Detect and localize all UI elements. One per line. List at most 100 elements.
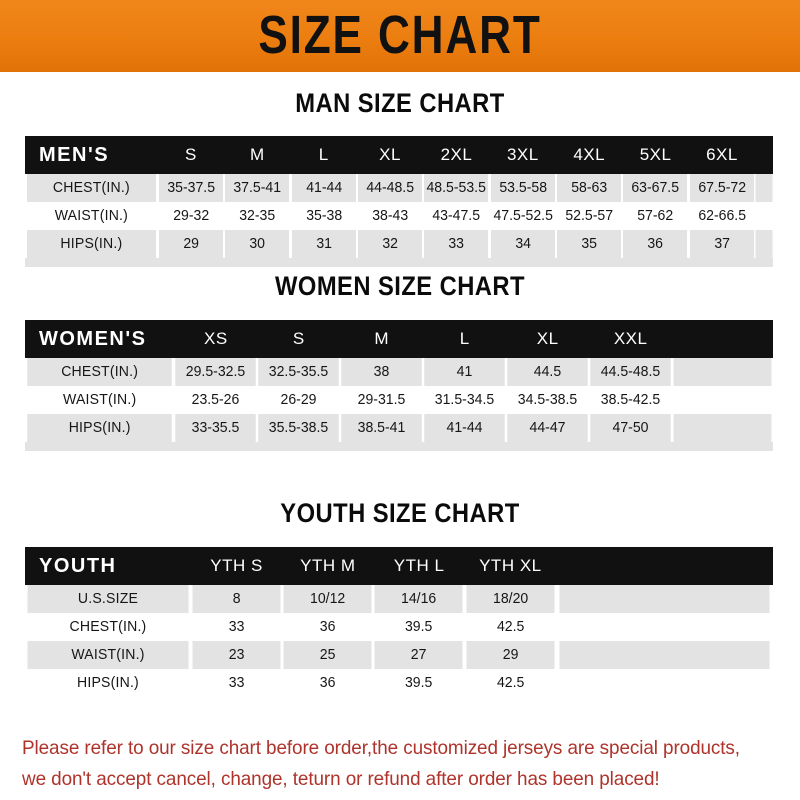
table-cell: 57-62: [623, 202, 688, 230]
banner: SIZE CHART: [0, 0, 800, 72]
man-table-bottom-strip: [25, 258, 773, 267]
table-row: HIPS(IN.) 29 30 31 32 33 34 35 36 37: [25, 230, 773, 258]
man-row-filler: [755, 202, 773, 230]
man-corner-label: MEN'S: [25, 136, 158, 174]
table-cell: 44.5-48.5: [590, 358, 671, 386]
women-size-header: M: [340, 320, 424, 358]
youth-row-label: WAIST(IN.): [27, 641, 189, 669]
table-cell: 10/12: [283, 585, 373, 613]
table-cell: 31.5-34.5: [424, 386, 505, 414]
man-size-header: 6XL: [688, 136, 756, 174]
youth-row-filler: [559, 613, 770, 641]
youth-row-filler: [559, 669, 770, 697]
table-row: CHEST(IN.) 29.5-32.5 32.5-35.5 38 41 44.5 44.5…: [25, 358, 773, 386]
table-cell: 43-47.5: [424, 202, 489, 230]
table-cell: 62-66.5: [689, 202, 755, 230]
women-row-filler: [673, 414, 772, 442]
man-size-header: 3XL: [489, 136, 556, 174]
table-cell: 27: [374, 641, 464, 669]
table-cell: 33: [192, 613, 281, 641]
table-cell: 47-50: [590, 414, 671, 442]
table-cell: 42.5: [466, 669, 555, 697]
table-cell: 32: [357, 230, 423, 258]
table-row: WAIST(IN.) 23 25 27 29: [25, 641, 773, 669]
table-cell: 32.5-35.5: [258, 358, 340, 386]
table-cell: 44.5: [507, 358, 588, 386]
table-cell: 41-44: [424, 414, 505, 442]
youth-row-filler: [559, 641, 770, 669]
man-size-header: 2XL: [423, 136, 490, 174]
table-cell: 53.5-58: [490, 174, 556, 202]
man-header-filler: [755, 136, 773, 174]
women-size-header: XXL: [589, 320, 673, 358]
table-row: CHEST(IN.) 35-37.5 37.5-41 41-44 44-48.5 48.5…: [25, 174, 773, 202]
youth-size-header: YTH XL: [464, 547, 556, 585]
youth-header-filler: [556, 547, 773, 585]
table-cell: 58-63: [556, 174, 622, 202]
table-cell: 52.5-57: [556, 202, 622, 230]
table-cell: 29-32: [158, 202, 224, 230]
table-cell: 41-44: [291, 174, 356, 202]
women-row-label: HIPS(IN.): [27, 414, 173, 442]
table-cell: 31: [291, 230, 356, 258]
table-cell: 42.5: [466, 613, 555, 641]
youth-table-bottom-strip: [25, 697, 773, 706]
youth-row-filler: [559, 585, 770, 613]
man-row-label: CHEST(IN.): [26, 174, 156, 202]
table-row: WAIST(IN.) 29-32 32-35 35-38 38-43 43-47.5 47.…: [25, 202, 773, 230]
table-cell: 38.5-41: [341, 414, 423, 442]
table-cell: 29.5-32.5: [175, 358, 257, 386]
table-cell: 33: [192, 669, 281, 697]
table-cell: 33: [424, 230, 489, 258]
youth-size-header: YTH S: [190, 547, 283, 585]
man-size-header: S: [157, 136, 225, 174]
table-cell: 41: [424, 358, 505, 386]
women-table-bottom-strip: [25, 442, 773, 451]
man-table-header-row: MEN'S S M L XL 2XL 3XL 4XL 5XL 6XL: [25, 136, 773, 174]
table-cell: 48.5-53.5: [424, 174, 489, 202]
women-row-label: CHEST(IN.): [27, 358, 173, 386]
women-size-header: S: [257, 320, 341, 358]
man-row-label: WAIST(IN.): [26, 202, 156, 230]
table-cell: 33-35.5: [175, 414, 257, 442]
table-cell: 39.5: [374, 669, 464, 697]
youth-table-header-row: YOUTH YTH S YTH M YTH L YTH XL: [25, 547, 773, 585]
table-cell: 34: [490, 230, 556, 258]
man-size-header: M: [224, 136, 291, 174]
women-size-table: WOMEN'S XS S M L XL XXL CHEST(IN.) 29.5-32.5 32.5…: [25, 320, 773, 451]
youth-corner-label: YOUTH: [25, 547, 191, 585]
table-cell: 36: [283, 669, 373, 697]
table-row: CHEST(IN.) 33 36 39.5 42.5: [25, 613, 773, 641]
table-row: U.S.SIZE 8 10/12 14/16 18/20: [25, 585, 773, 613]
table-cell: 26-29: [258, 386, 340, 414]
women-corner-label: WOMEN'S: [25, 320, 175, 358]
table-cell: 36: [623, 230, 688, 258]
table-cell: 23.5-26: [175, 386, 257, 414]
man-size-table: MEN'S S M L XL 2XL 3XL 4XL 5XL 6XL CHEST(IN.) 35-37…: [25, 136, 773, 267]
table-row: HIPS(IN.) 33 36 39.5 42.5: [25, 669, 773, 697]
table-cell: 8: [192, 585, 281, 613]
table-cell: 34.5-38.5: [507, 386, 588, 414]
man-size-header: 5XL: [622, 136, 689, 174]
man-row-filler: [755, 174, 773, 202]
man-size-header: 4XL: [556, 136, 623, 174]
youth-size-header: YTH M: [282, 547, 374, 585]
table-cell: 37.5-41: [225, 174, 290, 202]
table-row: HIPS(IN.) 33-35.5 35.5-38.5 38.5-41 41-44 44-…: [25, 414, 773, 442]
banner-title: SIZE CHART: [258, 5, 542, 66]
youth-row-label: HIPS(IN.): [27, 669, 189, 697]
table-cell: 29: [158, 230, 224, 258]
table-cell: 38.5-42.5: [590, 386, 671, 414]
man-size-header: L: [290, 136, 357, 174]
women-row-filler: [673, 358, 772, 386]
note-line-1: Please refer to our size chart before or…: [22, 737, 740, 759]
youth-size-table: YOUTH YTH S YTH M YTH L YTH XL U.S.SIZE 8 10/12…: [25, 547, 773, 706]
table-cell: 32-35: [225, 202, 290, 230]
table-cell: 23: [192, 641, 281, 669]
table-cell: 37: [689, 230, 755, 258]
table-cell: 35: [556, 230, 622, 258]
table-cell: 29: [466, 641, 555, 669]
table-cell: 30: [225, 230, 290, 258]
table-cell: 44-47: [507, 414, 588, 442]
